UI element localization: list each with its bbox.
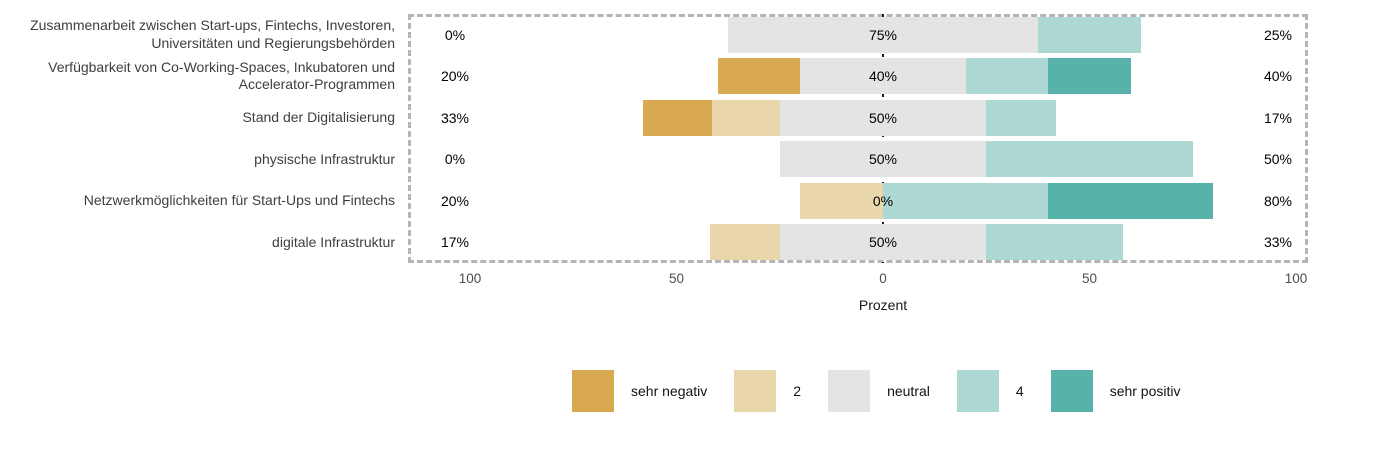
- legend-label: neutral: [887, 383, 930, 399]
- bar-segment-2: [709, 224, 780, 261]
- zero-baseline: [882, 14, 884, 263]
- bar-positive-label: 33%: [1263, 234, 1293, 251]
- legend-swatch: [572, 370, 614, 412]
- bar-segment-neutral: [779, 224, 987, 261]
- bar-segment-sehr-positiv: [1048, 182, 1214, 219]
- bar-neutral-label: 40%: [868, 68, 898, 85]
- category-label: Netzwerkmöglichkeiten für Start-Ups und …: [83, 192, 395, 208]
- legend-swatch: [734, 370, 777, 412]
- bar-segment-neutral: [779, 99, 987, 136]
- bar-negative-label: 20%: [440, 68, 470, 85]
- category-label: Verfügbarkeit von Co-Working-Spaces, Ink…: [48, 58, 395, 93]
- legend-swatch: [828, 370, 871, 412]
- legend: sehr negativ 2 neutral 4 sehr positiv: [572, 370, 1208, 412]
- legend-item: neutral: [828, 370, 930, 412]
- legend-label: 4: [1015, 383, 1024, 399]
- x-tick-label: 50: [668, 271, 685, 286]
- bar-negative-label: 33%: [440, 109, 470, 126]
- bar-segment-sehr-positiv: [1048, 58, 1131, 95]
- bar-segment-neutral: [800, 58, 966, 95]
- x-axis-title: Prozent: [858, 297, 908, 313]
- legend-label: sehr positiv: [1109, 383, 1181, 399]
- category-label: digitale Infrastruktur: [272, 233, 395, 250]
- bar-neutral-label: 50%: [868, 234, 898, 251]
- bar-segment-2: [800, 182, 883, 219]
- bar-neutral-label: 50%: [868, 151, 898, 168]
- legend-item: 4: [956, 370, 1024, 412]
- x-tick-label: 100: [458, 271, 482, 286]
- bar-positive-label: 50%: [1263, 151, 1293, 168]
- bar-neutral-label: 75%: [868, 26, 898, 43]
- bar-positive-label: 80%: [1263, 192, 1293, 209]
- bar-segment-4: [883, 182, 1049, 219]
- x-axis-ticks: 100 50 0 50 100: [408, 271, 1308, 289]
- category-label: Stand der Digitalisierung: [242, 109, 395, 125]
- bar-segment-2: [711, 99, 780, 136]
- x-tick-label: 50: [1081, 271, 1098, 286]
- bar-segment-neutral: [728, 16, 1038, 53]
- bar-negative-label: 0%: [444, 26, 466, 43]
- legend-swatch: [956, 370, 999, 412]
- category-axis: Zusammenarbeit zwischen Start-ups, Finte…: [0, 14, 402, 263]
- bar-positive-label: 25%: [1263, 26, 1293, 43]
- bar-segment-sehr-negativ: [717, 58, 801, 95]
- bar-segment-4: [986, 99, 1057, 136]
- x-tick-label: 0: [879, 271, 887, 286]
- bar-negative-label: 20%: [440, 192, 470, 209]
- bar-segment-4: [986, 224, 1123, 261]
- bar-neutral-label: 50%: [868, 109, 898, 126]
- bar-negative-label: 17%: [440, 234, 470, 251]
- category-label: Zusammenarbeit zwischen Start-ups, Finte…: [30, 17, 395, 51]
- legend-item: 2: [734, 370, 801, 412]
- plot-inner: 0% 75% 25% 20% 40% 40% 33% 50% 17% 0% 50% 50% 20% 0% 8…: [408, 14, 1308, 263]
- bar-positive-label: 40%: [1263, 68, 1293, 85]
- legend-swatch: [1050, 370, 1093, 412]
- legend-label: 2: [793, 383, 802, 399]
- bar-neutral-label: 0%: [872, 192, 894, 209]
- category-label: physische Infrastruktur: [254, 150, 395, 167]
- bar-segment-4: [1037, 16, 1142, 53]
- bar-negative-label: 0%: [444, 151, 466, 168]
- bar-segment-4: [986, 141, 1193, 178]
- x-tick-label: 100: [1284, 271, 1308, 286]
- bar-segment-sehr-negativ: [643, 99, 712, 136]
- bar-segment-4: [965, 58, 1049, 95]
- bar-segment-neutral: [779, 141, 987, 178]
- bar-positive-label: 17%: [1263, 109, 1293, 126]
- legend-item: sehr negativ: [572, 370, 707, 412]
- legend-item: sehr positiv: [1050, 370, 1181, 412]
- legend-label: sehr negativ: [631, 383, 708, 399]
- plot-area: 0% 75% 25% 20% 40% 40% 33% 50% 17% 0% 50% 50% 20% 0% 8…: [408, 14, 1308, 263]
